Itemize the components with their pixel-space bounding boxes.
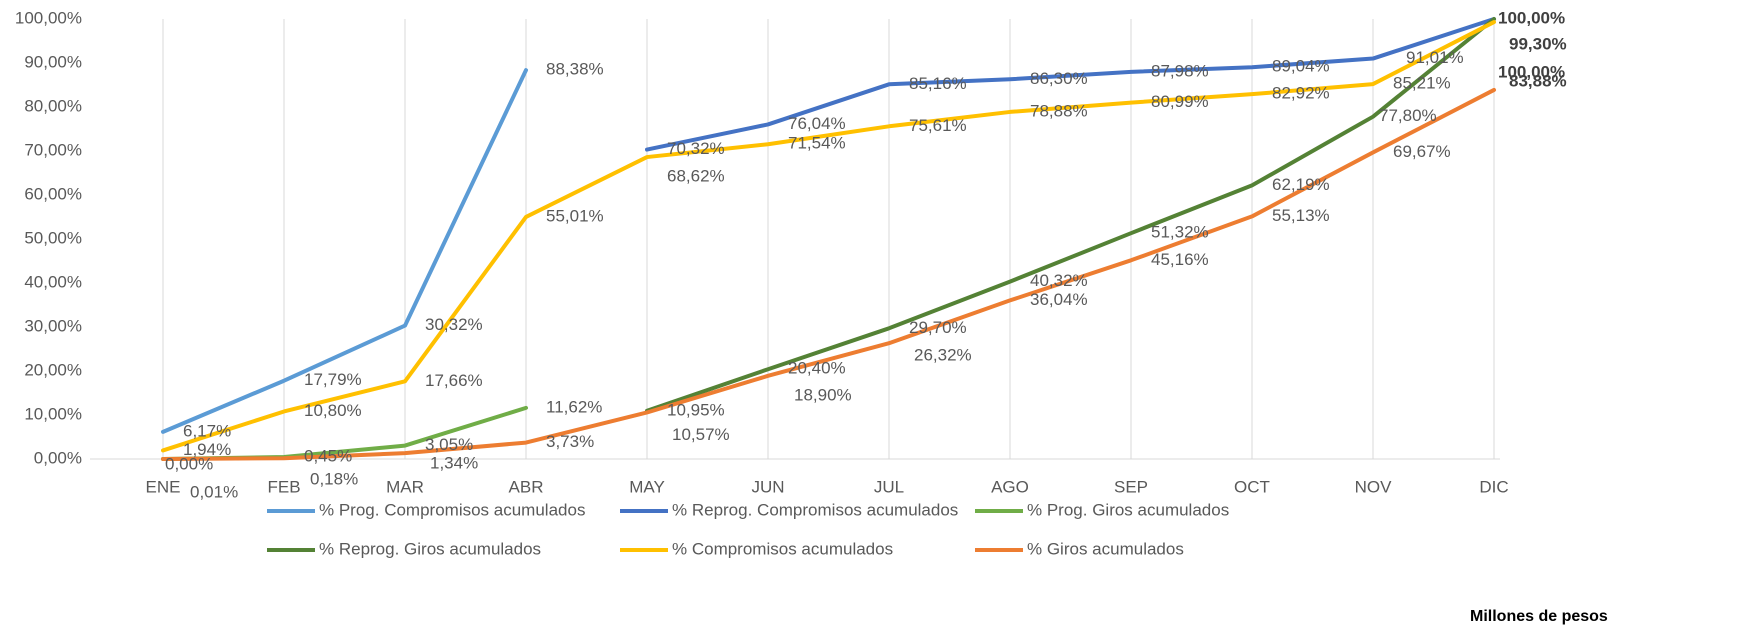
x-tick-label: FEB — [267, 477, 300, 496]
data-label: 91,01% — [1406, 48, 1464, 67]
data-label: 82,92% — [1272, 84, 1330, 103]
series-line — [161, 20, 1496, 453]
x-tick-label: AGO — [991, 477, 1029, 496]
x-tick-label: NOV — [1355, 477, 1393, 496]
data-label: 100,00% — [1498, 62, 1565, 81]
data-label: 10,80% — [304, 401, 362, 420]
data-label: 86,30% — [1030, 69, 1088, 88]
legend-label: % Reprog. Giros acumulados — [319, 539, 541, 558]
data-label: 0,45% — [304, 447, 352, 466]
y-tick-label: 100,00% — [15, 8, 82, 27]
series-line — [161, 68, 528, 434]
y-tick-label: 70,00% — [24, 140, 82, 159]
data-label: 30,32% — [425, 315, 483, 334]
data-label: 69,67% — [1393, 142, 1451, 161]
data-label: 75,61% — [909, 116, 967, 135]
legend-label: % Prog. Giros acumulados — [1027, 500, 1229, 519]
data-label: 70,32% — [667, 139, 725, 158]
data-label: 3,73% — [546, 432, 594, 451]
data-label: 0,18% — [310, 470, 358, 489]
y-tick-label: 90,00% — [24, 52, 82, 71]
legend-label: % Giros acumulados — [1027, 539, 1184, 558]
data-label: 88,38% — [546, 60, 604, 79]
y-tick-label: 40,00% — [24, 272, 82, 291]
y-tick-label: 30,00% — [24, 316, 82, 335]
data-label: 40,32% — [1030, 271, 1088, 290]
data-label: 85,21% — [1393, 74, 1451, 93]
y-tick-label: 50,00% — [24, 228, 82, 247]
data-label: 55,13% — [1272, 206, 1330, 225]
data-label: 29,70% — [909, 318, 967, 337]
data-label: 17,79% — [304, 370, 362, 389]
y-tick-label: 20,00% — [24, 360, 82, 379]
data-label: 83,88% — [1509, 71, 1567, 90]
legend-label: % Compromisos acumulados — [672, 539, 893, 558]
x-tick-label: JUL — [874, 477, 904, 496]
x-tick-label: ABR — [509, 477, 544, 496]
legend-label: % Prog. Compromisos acumulados — [319, 500, 585, 519]
data-label: 85,16% — [909, 74, 967, 93]
data-label: 3,05% — [425, 435, 473, 454]
data-label: 45,16% — [1151, 250, 1209, 269]
data-label: 76,04% — [788, 114, 846, 133]
x-tick-label: DIC — [1479, 477, 1508, 496]
series-line — [645, 17, 1496, 413]
data-label: 18,90% — [794, 385, 852, 404]
data-label: 0,01% — [190, 482, 238, 501]
data-label: 99,30% — [1509, 35, 1567, 54]
series-line — [645, 17, 1496, 152]
y-tick-label: 10,00% — [24, 404, 82, 423]
data-label: 6,17% — [183, 421, 231, 440]
data-label: 10,57% — [672, 425, 730, 444]
y-tick-label: 60,00% — [24, 184, 82, 203]
data-label: 100,00% — [1498, 8, 1565, 27]
x-tick-label: SEP — [1114, 477, 1148, 496]
data-label: 1,94% — [183, 440, 231, 459]
y-tick-label: 80,00% — [24, 96, 82, 115]
data-label: 17,66% — [425, 371, 483, 390]
data-label: 87,98% — [1151, 61, 1209, 80]
data-label: 0,00% — [165, 454, 213, 473]
y-tick-label: 0,00% — [34, 448, 82, 467]
x-tick-label: MAY — [629, 477, 665, 496]
series-line — [161, 87, 1496, 461]
x-tick-label: OCT — [1234, 477, 1270, 496]
legend-label: % Reprog. Compromisos acumulados — [672, 500, 958, 519]
data-label: 10,95% — [667, 400, 725, 419]
x-tick-label: ENE — [146, 477, 181, 496]
data-label: 55,01% — [546, 206, 604, 225]
data-label: 62,19% — [1272, 175, 1330, 194]
x-tick-label: MAR — [386, 477, 424, 496]
data-label: 89,04% — [1272, 57, 1330, 76]
data-label: 26,32% — [914, 346, 972, 365]
data-label: 20,40% — [788, 359, 846, 378]
data-label: 68,62% — [667, 167, 725, 186]
data-label: 80,99% — [1151, 92, 1209, 111]
data-label: 51,32% — [1151, 223, 1209, 242]
data-label: 78,88% — [1030, 101, 1088, 120]
x-tick-label: JUN — [751, 477, 784, 496]
chart-note: Millones de pesos — [1470, 608, 1608, 625]
data-label: 77,80% — [1379, 106, 1437, 125]
data-label: 36,04% — [1030, 290, 1088, 309]
data-label: 71,54% — [788, 134, 846, 153]
data-label: 1,34% — [430, 454, 478, 473]
data-label: 11,62% — [546, 397, 602, 416]
